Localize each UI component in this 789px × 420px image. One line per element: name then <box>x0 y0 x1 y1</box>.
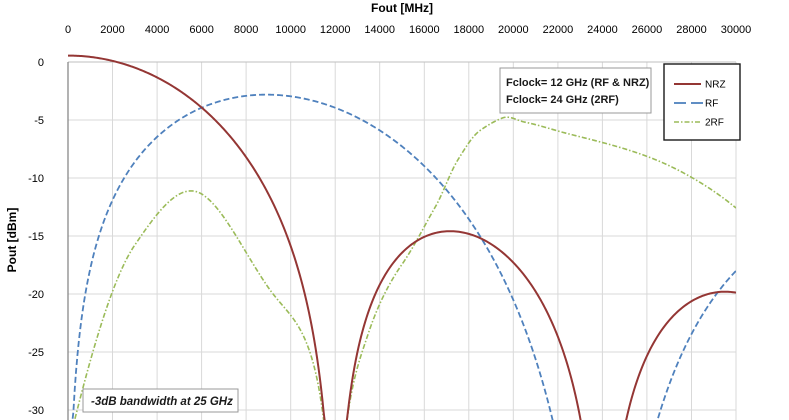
svg-text:Fout [MHz]: Fout [MHz] <box>371 1 433 15</box>
svg-text:2000: 2000 <box>100 24 124 36</box>
svg-text:-10: -10 <box>28 173 44 185</box>
svg-text:-3dB bandwidth at 25 GHz: -3dB bandwidth at 25 GHz <box>91 396 233 408</box>
svg-text:28000: 28000 <box>676 24 707 36</box>
svg-text:0: 0 <box>38 57 44 69</box>
svg-text:22000: 22000 <box>543 24 574 36</box>
svg-text:Pout [dBm]: Pout [dBm] <box>5 208 19 273</box>
svg-text:-25: -25 <box>28 347 44 359</box>
svg-text:-20: -20 <box>28 289 44 301</box>
svg-text:Fclock= 24 GHz (2RF): Fclock= 24 GHz (2RF) <box>506 94 619 106</box>
svg-text:14000: 14000 <box>364 24 395 36</box>
svg-text:-15: -15 <box>28 231 44 243</box>
svg-text:6000: 6000 <box>189 24 213 36</box>
svg-text:-5: -5 <box>34 115 44 127</box>
svg-text:20000: 20000 <box>498 24 529 36</box>
svg-text:12000: 12000 <box>320 24 351 36</box>
svg-text:30000: 30000 <box>721 24 752 36</box>
svg-text:RF: RF <box>705 99 718 110</box>
svg-text:NRZ: NRZ <box>705 80 726 91</box>
svg-text:0: 0 <box>65 24 71 36</box>
svg-text:24000: 24000 <box>587 24 618 36</box>
svg-text:4000: 4000 <box>145 24 169 36</box>
svg-text:10000: 10000 <box>275 24 306 36</box>
svg-text:-30: -30 <box>28 405 44 417</box>
svg-text:Fclock= 12 GHz (RF & NRZ): Fclock= 12 GHz (RF & NRZ) <box>506 77 650 89</box>
svg-text:2RF: 2RF <box>705 118 724 129</box>
svg-text:16000: 16000 <box>409 24 440 36</box>
svg-text:8000: 8000 <box>234 24 258 36</box>
svg-text:26000: 26000 <box>632 24 663 36</box>
svg-text:18000: 18000 <box>454 24 485 36</box>
